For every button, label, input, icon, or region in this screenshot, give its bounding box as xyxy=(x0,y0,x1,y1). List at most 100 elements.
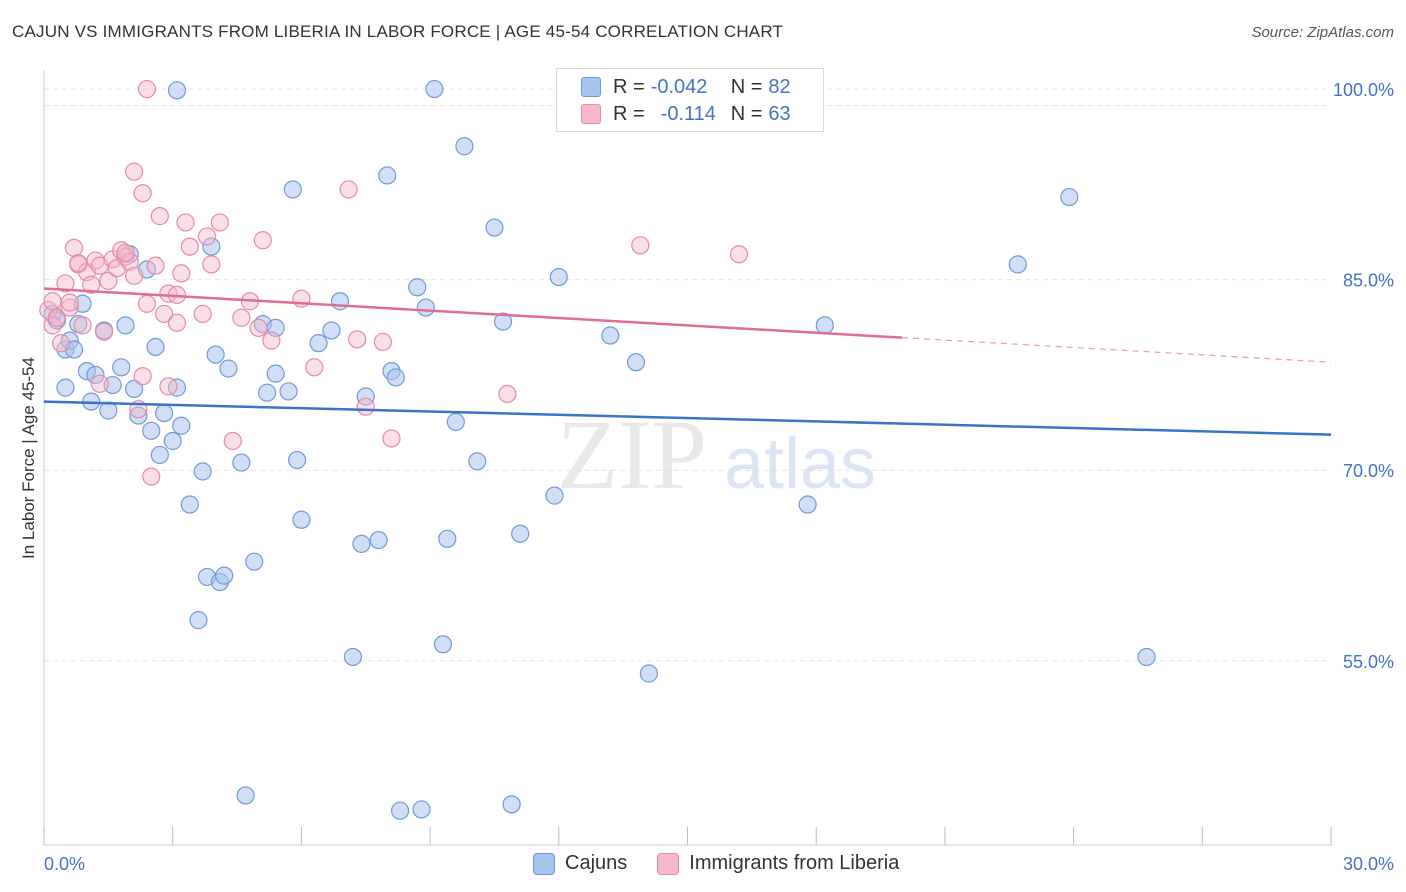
liberia-point xyxy=(348,330,367,349)
liberia-point xyxy=(94,322,114,341)
trend-lines xyxy=(43,287,1332,436)
axes xyxy=(43,70,1332,846)
legend-r-value: -0.114 xyxy=(660,102,716,125)
liberia-point xyxy=(142,467,161,486)
series-swatch-cajuns xyxy=(533,852,555,875)
cajun-point xyxy=(322,321,341,340)
series-label-cajuns: Cajuns xyxy=(565,852,628,874)
cajun-point xyxy=(99,401,118,420)
cajun-point xyxy=(549,267,568,287)
liberia-trend-line xyxy=(43,287,903,339)
cajun-point xyxy=(386,368,405,387)
cajun-point xyxy=(356,387,375,406)
liberia-point xyxy=(52,334,71,353)
legend-row-liberia: R = -0.114 N = 63 xyxy=(581,101,791,127)
legend-row-cajuns: R = -0.042 N = 82 xyxy=(581,74,791,100)
cajun-point xyxy=(215,566,234,585)
cajun-point xyxy=(288,450,307,470)
liberia-point xyxy=(167,313,187,332)
cajun-point xyxy=(155,403,174,423)
cajun-point xyxy=(163,431,182,451)
liberia-point xyxy=(253,231,272,250)
cajun-point xyxy=(446,412,465,432)
watermark-atlas: atlas xyxy=(724,424,876,504)
cajun-point xyxy=(189,611,208,630)
cajun-point xyxy=(245,552,264,571)
x-tick-label-max: 30.0% xyxy=(1343,854,1394,874)
liberia-point xyxy=(176,213,195,232)
cajun-point xyxy=(129,406,148,425)
cajun-point xyxy=(279,382,298,401)
cajun-point xyxy=(378,166,397,185)
cajun-point xyxy=(236,786,255,805)
cajun-point xyxy=(266,364,285,383)
cajun-point xyxy=(493,312,513,331)
legend-r-label: R = xyxy=(613,75,645,98)
cajun-point xyxy=(390,801,410,820)
cajun-point xyxy=(425,79,444,99)
legend-r-value: -0.042 xyxy=(650,75,708,98)
cajun-point xyxy=(412,800,431,819)
cajun-point xyxy=(626,353,646,372)
liberia-point xyxy=(137,294,157,313)
cajun-point xyxy=(142,421,161,440)
y-tick-label: 100.0% xyxy=(1333,80,1394,100)
liberia-point xyxy=(43,292,62,311)
cajun-point xyxy=(167,81,187,100)
liberia-point xyxy=(73,316,92,335)
series-legend: Cajuns Immigrants from Liberia xyxy=(533,852,929,875)
series-legend-liberia[interactable]: Immigrants from Liberia xyxy=(657,852,899,875)
cajun-points xyxy=(43,79,1156,820)
liberia-point xyxy=(133,367,152,386)
cajun-point xyxy=(1008,255,1027,274)
cajun-point xyxy=(485,218,504,237)
cajun-point xyxy=(468,452,487,471)
liberia-point xyxy=(82,275,101,294)
legend-swatch-liberia xyxy=(581,104,601,124)
cajun-point xyxy=(146,337,165,357)
liberia-point xyxy=(124,266,144,285)
liberia-point xyxy=(202,255,221,274)
cajun-point xyxy=(1137,647,1156,667)
legend-n-value: 82 xyxy=(768,75,791,98)
liberia-point xyxy=(99,271,118,291)
legend-swatch-cajuns xyxy=(581,77,601,97)
cajun-point xyxy=(150,445,169,465)
cajun-point xyxy=(408,278,427,297)
liberia-point xyxy=(64,238,84,257)
y-tick-label: 70.0% xyxy=(1343,461,1394,481)
liberia-points xyxy=(39,79,749,486)
cajun-point xyxy=(309,334,328,353)
cajun-point xyxy=(257,383,277,402)
cajun-point xyxy=(369,530,388,550)
cajun-point xyxy=(601,326,620,345)
cajun-point xyxy=(219,359,238,378)
liberia-point xyxy=(155,304,174,324)
series-swatch-liberia xyxy=(657,852,680,875)
legend-n-label: N = xyxy=(730,75,763,98)
liberia-point xyxy=(498,384,517,404)
cajun-point xyxy=(433,635,453,654)
liberia-point xyxy=(631,236,650,255)
cajun-point xyxy=(206,345,225,364)
liberia-point xyxy=(197,227,217,246)
cajun-point xyxy=(172,416,191,435)
cajun-point xyxy=(798,495,817,514)
cajun-point xyxy=(86,365,105,385)
y-axis-label: In Labor Force | Age 45-54 xyxy=(19,357,38,559)
series-legend-cajuns[interactable]: Cajuns xyxy=(533,852,627,875)
cajun-point xyxy=(416,298,435,317)
cajun-point xyxy=(283,180,302,199)
source-label: Source: ZipAtlas.com xyxy=(1251,24,1394,41)
liberia-point xyxy=(262,331,281,350)
liberia-point xyxy=(223,431,242,451)
cajun-point xyxy=(511,524,530,543)
liberia-point xyxy=(382,429,401,448)
cajun-point xyxy=(124,379,144,398)
cajun-point xyxy=(455,137,474,156)
cajun-point xyxy=(180,495,199,514)
liberia-point xyxy=(60,293,79,312)
liberia-point xyxy=(47,308,66,327)
cajun-point xyxy=(193,462,212,481)
